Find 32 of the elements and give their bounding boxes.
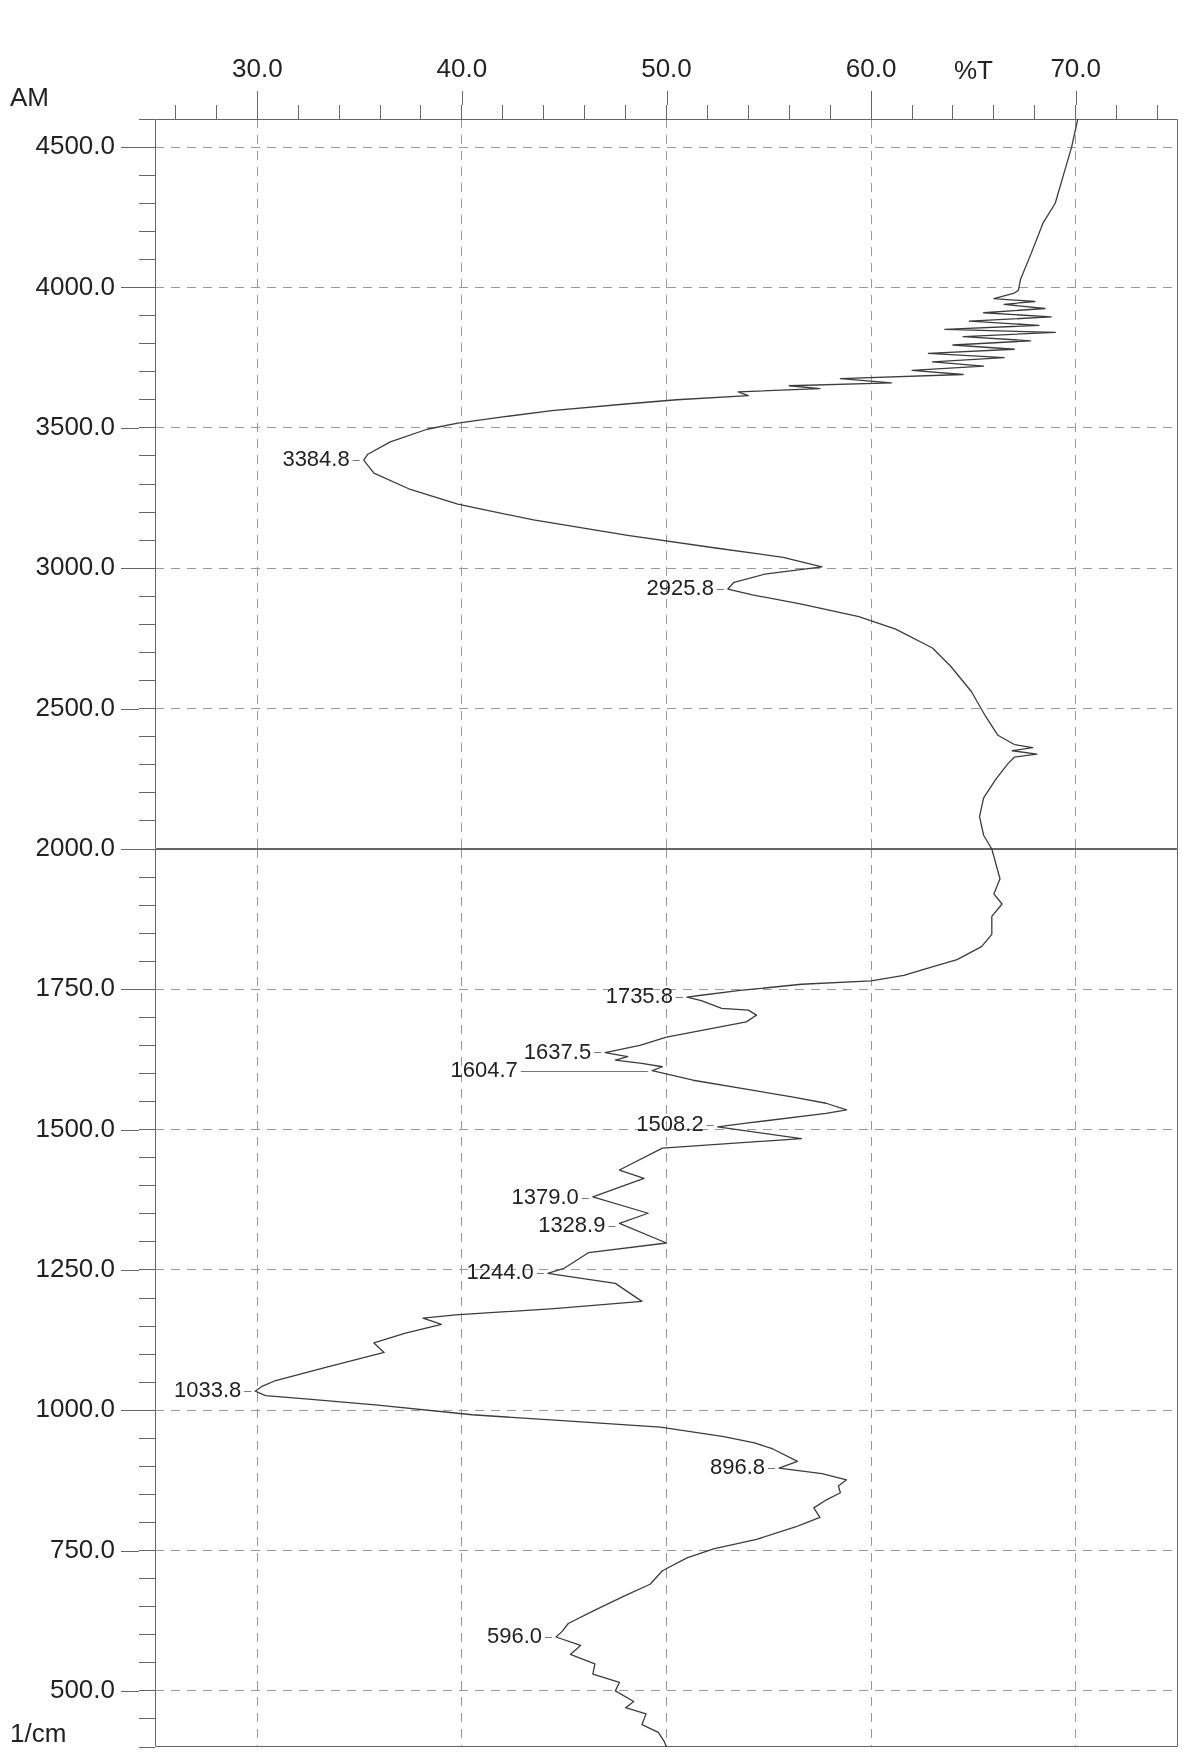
y-tick-label: 4500.0 (35, 130, 115, 161)
y-tick-label: 1750.0 (35, 972, 115, 1003)
y-tick-label: 3500.0 (35, 411, 115, 442)
x-tick-label: 40.0 (436, 52, 488, 83)
x-tick-label: 50.0 (641, 52, 692, 83)
x-tick-label: 60.0 (845, 52, 897, 83)
y-axis-title: 1/cm (10, 1718, 67, 1749)
y-tick-label: 2000.0 (35, 832, 115, 863)
annotation: 1244.0 (466, 1259, 534, 1285)
annotation: 1735.8 (605, 983, 673, 1009)
y-tick-label: 1250.0 (35, 1253, 115, 1284)
annotation: 1379.0 (511, 1183, 579, 1209)
y-tick-label: 1000.0 (35, 1393, 115, 1424)
annotation: 1033.8 (173, 1377, 242, 1403)
y-tick-label: 2500.0 (35, 691, 115, 722)
annotation: 3384.8 (282, 446, 350, 472)
x-tick-label: 70.0 (1050, 52, 1101, 83)
y-tick-label: 750.0 (49, 1533, 115, 1564)
annotation: 1508.2 (636, 1111, 704, 1137)
text: AM (10, 82, 49, 113)
annotation: 896.8 (709, 1454, 766, 1480)
annotation: 1604.7 (450, 1056, 518, 1082)
y-tick-label: 1500.0 (35, 1112, 115, 1143)
y-tick-label: 500.0 (49, 1674, 115, 1705)
y-tick-label: 3000.0 (35, 551, 115, 582)
x-tick-label: 30.0 (232, 52, 283, 83)
x-axis-title: %T (953, 55, 994, 86)
annotation: 1328.9 (538, 1211, 606, 1237)
annotation: 2925.8 (646, 575, 714, 601)
annotation: 1637.5 (523, 1038, 592, 1064)
y-tick-label: 4000.0 (35, 270, 115, 301)
annotation: 596.0 (486, 1623, 543, 1649)
